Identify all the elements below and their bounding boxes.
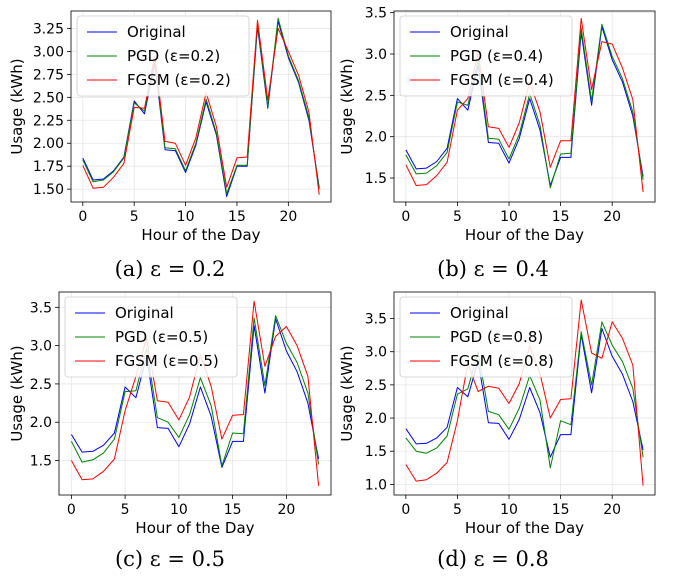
legend-label: FGSM (ε=0.8) [450, 352, 554, 370]
y-tick-label: 3.0 [365, 345, 387, 361]
y-tick-label: 3.0 [30, 339, 52, 355]
series-line [82, 19, 320, 195]
series-line [405, 26, 644, 186]
y-tick-label: 1.5 [365, 444, 387, 460]
x-tick-label: 0 [401, 502, 410, 518]
series-line [70, 315, 320, 467]
y-tick-label: 2.5 [30, 377, 52, 393]
legend-box [399, 15, 573, 97]
legend-label: Original [127, 23, 186, 41]
x-tick-label: 20 [279, 209, 297, 225]
panel-c: 0 5 10 15 20 1.5 2.0 2.5 3.0 3.5 Hour of the Day Us… [8, 291, 332, 571]
x-axis-title: Hour of the Day [465, 519, 584, 537]
series-line [405, 328, 644, 458]
y-tick-label: 2.5 [365, 88, 387, 104]
plot-frame [393, 10, 656, 203]
series-line [405, 17, 644, 193]
legend-box [76, 15, 250, 97]
legend-label: PGD (ε=0.2) [127, 47, 220, 65]
y-axis-title: Usage (kWh) [8, 345, 26, 441]
plot-frame [70, 10, 332, 203]
panel-d: 0 5 10 15 20 1.0 1.5 2.0 2.5 3.0 3.5 Hour of the Da… [338, 291, 656, 571]
legend-label: PGD (ε=0.5) [115, 328, 208, 346]
y-tick-label: 2.5 [365, 378, 387, 394]
y-tick-label: 3.25 [33, 21, 64, 37]
y-tick-label: 2.0 [365, 411, 387, 427]
panel-caption: (b) ε = 0.4 [437, 257, 549, 281]
x-tick-label: 15 [228, 209, 246, 225]
y-axis-title: Usage (kWh) [338, 58, 356, 154]
x-axis-title: Hour of the Day [141, 226, 260, 244]
y-tick-label: 3.00 [33, 44, 64, 60]
x-tick-label: 5 [453, 502, 462, 518]
series-line [405, 23, 644, 189]
x-tick-label: 15 [552, 502, 570, 518]
x-tick-label: 20 [603, 209, 621, 225]
y-tick-label: 2.0 [365, 130, 387, 146]
x-tick-label: 10 [177, 209, 195, 225]
legend-label: FGSM (ε=0.5) [115, 352, 219, 370]
y-tick-label: 3.0 [365, 47, 387, 63]
x-tick-label: 5 [130, 209, 139, 225]
y-tick-label: 1.5 [365, 171, 387, 187]
x-tick-label: 0 [401, 209, 410, 225]
x-tick-label: 20 [603, 502, 621, 518]
x-tick-label: 15 [224, 502, 242, 518]
legend-box [399, 296, 573, 378]
series-line [82, 20, 320, 197]
y-tick-label: 1.75 [33, 159, 64, 175]
x-axis-title: Hour of the Day [465, 226, 584, 244]
panel-caption: (d) ε = 0.8 [437, 547, 549, 571]
y-axis-title: Usage (kWh) [338, 345, 356, 441]
y-tick-label: 1.50 [33, 182, 64, 198]
x-tick-label: 5 [453, 209, 462, 225]
x-axis-title: Hour of the Day [135, 519, 254, 537]
y-tick-label: 2.50 [33, 90, 64, 106]
plot-frame [393, 291, 656, 496]
x-tick-label: 20 [277, 502, 295, 518]
legend-box [64, 296, 238, 378]
x-tick-label: 0 [67, 502, 76, 518]
panel-caption: (c) ε = 0.5 [115, 547, 225, 571]
y-axis-title: Usage (kWh) [8, 58, 26, 154]
x-tick-label: 10 [500, 209, 518, 225]
x-tick-label: 10 [500, 502, 518, 518]
y-tick-label: 3.5 [365, 6, 387, 22]
plot-frame [58, 291, 332, 496]
legend-label: Original [450, 23, 509, 41]
y-tick-label: 3.5 [30, 300, 52, 316]
x-tick-label: 15 [552, 209, 570, 225]
legend-label: FGSM (ε=0.2) [127, 71, 231, 89]
x-tick-label: 10 [170, 502, 188, 518]
series-line [82, 17, 320, 195]
series-line [405, 321, 644, 469]
legend-label: PGD (ε=0.8) [450, 328, 543, 346]
panel-a: 0 5 10 15 20 1.50 1.75 2.00 2.25 2.50 2.75 3.00 3.25… [8, 10, 332, 281]
panel-caption: (a) ε = 0.2 [115, 257, 226, 281]
x-tick-label: 5 [121, 502, 130, 518]
y-tick-label: 1.0 [365, 477, 387, 493]
legend-label: Original [450, 304, 509, 322]
y-tick-label: 2.0 [30, 415, 52, 431]
y-tick-label: 2.25 [33, 113, 64, 129]
legend-label: FGSM (ε=0.4) [450, 71, 554, 89]
y-tick-label: 2.75 [33, 67, 64, 83]
y-tick-label: 3.5 [365, 312, 387, 328]
legend-label: Original [115, 304, 174, 322]
y-tick-label: 1.5 [30, 454, 52, 470]
y-tick-label: 2.00 [33, 136, 64, 152]
series-line [70, 318, 320, 468]
x-tick-label: 0 [78, 209, 87, 225]
panel-b: 0 5 10 15 20 1.5 2.0 2.5 3.0 3.5 Hour of the Day Us… [338, 6, 656, 281]
legend-label: PGD (ε=0.4) [450, 47, 543, 65]
